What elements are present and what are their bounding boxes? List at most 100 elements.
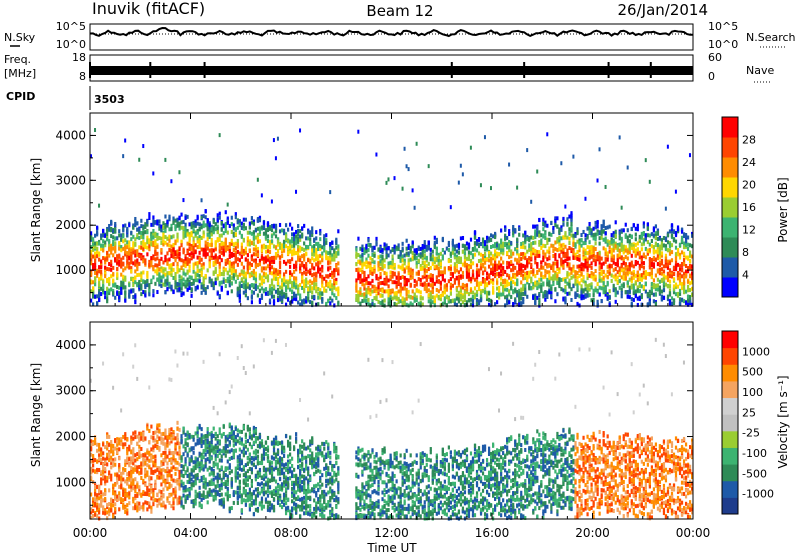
power-cell (634, 226, 637, 231)
power-cell (594, 268, 597, 273)
power-cell (646, 250, 649, 255)
power-cell (311, 280, 314, 285)
power-cell (369, 288, 372, 293)
power-cell (301, 275, 304, 280)
power-cell (628, 241, 631, 246)
power-cell (620, 255, 623, 260)
power-cell (540, 282, 543, 287)
power-cell (333, 273, 336, 278)
power-cell (198, 268, 201, 273)
power-cell (640, 257, 643, 262)
power-cell (534, 240, 537, 245)
power-cell (152, 171, 155, 176)
power-cell (389, 275, 392, 280)
power-cell (120, 284, 123, 289)
power-cell (427, 288, 430, 293)
power-cell (228, 241, 231, 246)
power-cell (598, 231, 601, 236)
power-cell (180, 212, 183, 217)
power-cell (530, 279, 533, 284)
power-cell (459, 296, 463, 301)
power-cell (142, 259, 145, 264)
power-cell (485, 235, 489, 240)
power-cell (108, 278, 111, 283)
power-cell (272, 274, 276, 279)
power-cell (568, 246, 571, 251)
power-cell (590, 233, 593, 238)
power-cell (156, 290, 159, 295)
power-cell (658, 271, 662, 276)
power-cell (465, 241, 469, 246)
power-cell (467, 274, 471, 279)
power-cell (648, 257, 651, 262)
power-cell (522, 287, 525, 292)
power-cell (604, 184, 607, 189)
power-cell (323, 234, 326, 239)
power-cell (498, 263, 501, 268)
power-cell (383, 263, 386, 268)
power-cell (379, 259, 382, 264)
power-cell (582, 241, 585, 246)
power-cell (138, 283, 141, 288)
power-cell (558, 235, 561, 240)
power-cell (477, 281, 481, 286)
power-cell (104, 240, 107, 245)
power-cell (162, 282, 165, 287)
power-cell (578, 240, 581, 245)
power-cell (313, 244, 316, 249)
power-cell (222, 251, 225, 256)
freq-right-label: Nave (746, 64, 774, 77)
power-cell (272, 299, 276, 304)
power-cell (303, 253, 306, 258)
power-cell (198, 276, 201, 281)
power-cell (377, 267, 380, 272)
power-cell (268, 256, 272, 261)
power-cell (264, 272, 268, 277)
power-cell (574, 252, 577, 257)
power-cell (656, 283, 660, 288)
power-cell (94, 253, 97, 258)
power-cell (268, 262, 272, 267)
power-cell (411, 275, 414, 280)
power-cell (492, 263, 495, 268)
power-cell (381, 280, 384, 285)
power-cell (437, 269, 440, 274)
power-cell (325, 238, 328, 243)
power-cell (586, 257, 589, 262)
power-cell (465, 271, 469, 276)
power-cell (608, 271, 611, 276)
power-cell (210, 237, 213, 242)
power-cell (174, 280, 177, 285)
power-cell (592, 272, 595, 277)
power-cell (373, 253, 376, 258)
power-cell (652, 245, 655, 250)
power-cell (130, 237, 133, 242)
power-cell (594, 237, 597, 242)
power-cell (540, 238, 543, 243)
power-cell (220, 280, 223, 285)
power-cell (361, 244, 364, 249)
power-cell (496, 286, 499, 291)
power-cell (389, 301, 392, 306)
power-cell (489, 267, 493, 272)
power-cell (512, 227, 515, 232)
power-cell (473, 286, 477, 291)
power-cell (100, 286, 103, 291)
power-cell (584, 233, 587, 238)
power-cell (518, 263, 521, 268)
power-cell (562, 235, 565, 240)
power-cell (305, 277, 308, 282)
power-cell (291, 290, 294, 295)
power-cell (248, 274, 251, 279)
power-cell (317, 243, 320, 248)
power-cell (441, 254, 444, 259)
power-cell (481, 239, 485, 244)
power-cell (295, 276, 298, 281)
power-cell (180, 243, 183, 248)
power-cell (200, 263, 203, 268)
power-cell (104, 274, 107, 279)
power-cell (662, 284, 666, 289)
power-cell (164, 226, 167, 231)
power-cell (542, 221, 545, 226)
power-cell (548, 281, 551, 286)
